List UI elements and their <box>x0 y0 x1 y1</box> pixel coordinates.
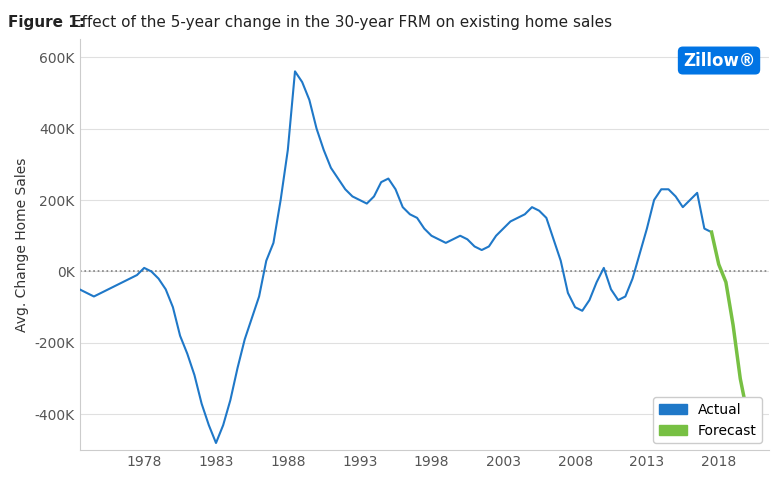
Y-axis label: Avg. Change Home Sales: Avg. Change Home Sales <box>15 157 29 332</box>
Text: Zillow®: Zillow® <box>683 51 755 70</box>
Text: Effect of the 5-year change in the 30-year FRM on existing home sales: Effect of the 5-year change in the 30-ye… <box>67 15 612 30</box>
Text: Figure 1:: Figure 1: <box>8 15 85 30</box>
Legend: Actual, Forecast: Actual, Forecast <box>653 397 762 443</box>
